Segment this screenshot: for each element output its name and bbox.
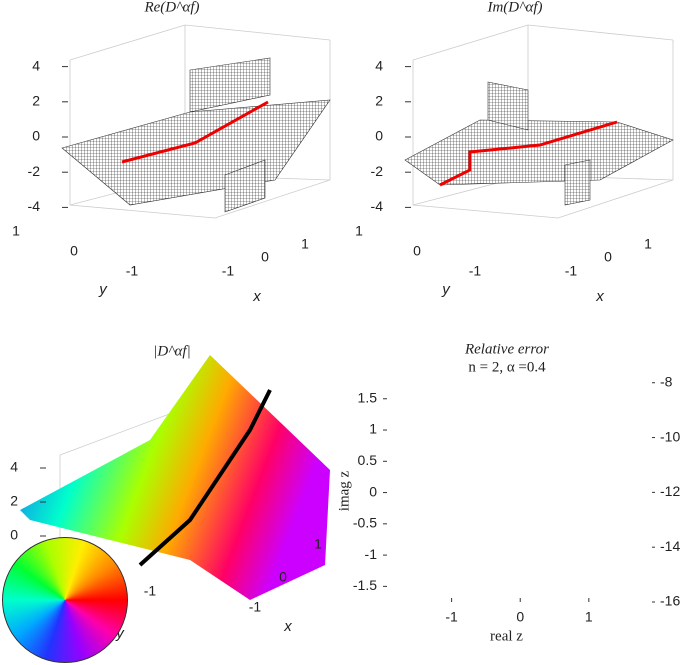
z-tick-label: 0 (32, 128, 40, 144)
title: Im(D^αf) (486, 0, 542, 15)
z-tick-label: 4 (32, 57, 40, 73)
z-tick-label: 2 (32, 93, 40, 109)
colorbar-tick-label: -14 (660, 538, 680, 554)
z-tick-label: -2 (28, 163, 41, 179)
x-tick-label: 1 (644, 236, 652, 252)
panel-1-decor (61, 24, 331, 219)
x-tick-label: 0 (516, 609, 524, 625)
colorbar-tick-label: -10 (660, 428, 680, 444)
z-tick-label: 2 (10, 493, 18, 509)
z-tick-label: 0 (10, 527, 18, 543)
x-tick-label: -1 (249, 599, 262, 615)
y-tick-label: -1 (144, 583, 157, 599)
colorbar-tick-label: -12 (660, 483, 680, 499)
y-tick-label: -1.5 (353, 577, 377, 593)
y-tick-label: -1 (365, 546, 378, 562)
y-label: y (441, 281, 451, 298)
color-wheel (2, 537, 128, 663)
colorbar-tick-label: -16 (660, 593, 680, 609)
z-tick-label: -4 (28, 198, 41, 214)
x-tick-label: 0 (604, 249, 612, 265)
y-tick-label: 1.5 (358, 389, 378, 405)
y-tick-label: -1 (469, 263, 482, 279)
x-tick-label: 0 (261, 249, 269, 265)
z-tick-label: -4 (371, 198, 384, 214)
y-tick-label: 1 (369, 421, 377, 437)
colorbar-tick-label: -8 (660, 373, 673, 389)
z-tick-label: 4 (10, 459, 18, 475)
y-tick-label: -0.5 (353, 515, 377, 531)
x-tick-label: -1 (445, 609, 458, 625)
x-tick-label: -1 (565, 263, 578, 279)
title: |D^αf| (153, 343, 190, 359)
x-tick-label: -1 (222, 263, 235, 279)
x-tick-label: 0 (279, 569, 287, 585)
z-tick-label: -2 (371, 163, 384, 179)
y-tick-label: -1 (126, 263, 139, 279)
x-tick-label: 1 (314, 536, 322, 552)
y-tick-label: 1 (12, 223, 20, 239)
x-label: x (595, 288, 604, 305)
subtitle: n = 2, α =0.4 (468, 359, 546, 375)
x-label: real z (490, 628, 523, 644)
panel-2-decor (404, 24, 674, 219)
z-tick-label: 0 (375, 128, 383, 144)
z-tick-label: 4 (375, 57, 383, 73)
x-tick-label: 1 (585, 609, 593, 625)
y-label: y (115, 625, 125, 642)
y-label: imag z (336, 470, 352, 511)
y-tick-label: 0 (70, 243, 78, 259)
x-label: x (283, 618, 292, 635)
title: Relative error (464, 341, 549, 357)
y-tick-label: 0 (413, 243, 421, 259)
z-tick-label: 2 (375, 93, 383, 109)
y-tick-label: 0.5 (358, 452, 378, 468)
y-tick-label: 1 (355, 223, 363, 239)
title: Re(D^αf) (143, 0, 199, 15)
x-label: x (252, 288, 261, 305)
y-label: y (98, 281, 108, 298)
x-tick-label: 1 (301, 236, 309, 252)
y-tick-label: 0 (369, 483, 377, 499)
